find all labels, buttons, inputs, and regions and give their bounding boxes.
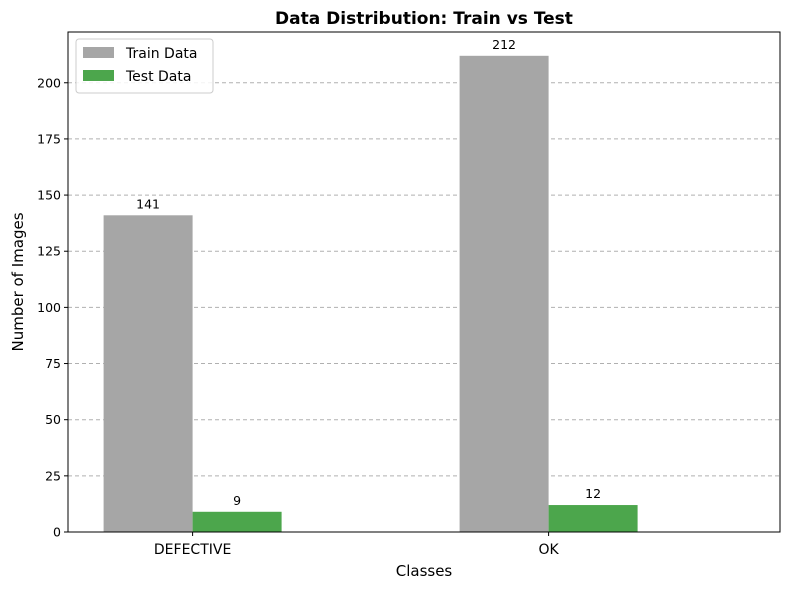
y-axis-ticks: 0 25 50 75 100 125 150 175 200: [37, 75, 68, 540]
bars: [103, 55, 638, 533]
bar-value-label: 12: [585, 486, 601, 501]
bar-test-data: [548, 505, 638, 532]
x-axis-label: Classes: [396, 562, 453, 580]
chart-title: Data Distribution: Train vs Test: [275, 9, 573, 29]
plot-frame: [67, 31, 781, 533]
y-tick-label: 0: [53, 525, 61, 540]
legend-swatch: [83, 70, 114, 81]
y-tick-label: 100: [37, 300, 61, 315]
bar-test-data: [192, 511, 282, 532]
legend: Train Data Test Data: [75, 38, 214, 94]
x-tick-label: DEFECTIVE: [154, 542, 231, 558]
y-tick-label: 150: [37, 188, 61, 203]
bar-value-label: 141: [136, 196, 160, 211]
bar-value-label: 212: [492, 37, 516, 52]
bar-value-label: 9: [233, 493, 241, 508]
data-labels: 141 212 9 12: [136, 37, 601, 508]
x-axis-ticks: DEFECTIVE OK: [154, 532, 560, 558]
y-tick-label: 75: [45, 356, 61, 371]
y-tick-label: 200: [37, 75, 61, 90]
y-tick-label: 125: [37, 244, 61, 259]
bar-train-data: [103, 215, 193, 533]
legend-label: Test Data: [125, 69, 191, 85]
legend-label: Train Data: [125, 46, 197, 62]
y-tick-label: 50: [45, 412, 61, 427]
legend-swatch: [83, 47, 114, 58]
bar-train-data: [459, 55, 549, 533]
y-tick-label: 175: [37, 131, 61, 146]
x-tick-label: OK: [538, 542, 559, 558]
y-axis-label: Number of Images: [9, 212, 27, 351]
y-tick-label: 25: [45, 468, 61, 483]
